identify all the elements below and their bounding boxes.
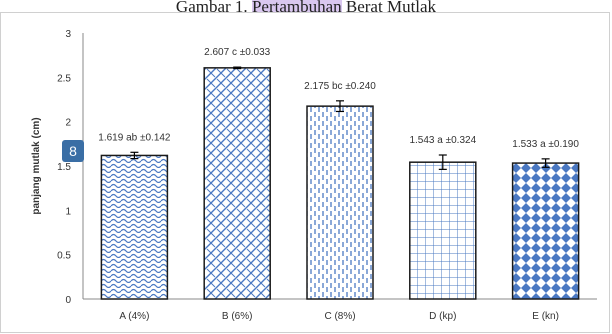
y-tick-label: 1 [65, 206, 71, 217]
plot-area: 0 0.5 1 1.5 2 2.5 3 panjang mutlak (cm) 1.619 ab… [31, 29, 597, 322]
data-label-2: 2.175 bc ±0.240 [304, 81, 376, 92]
y-tick-label: 2 [65, 118, 71, 129]
data-label-0: 1.619 ab ±0.142 [98, 132, 171, 143]
bar-chart: 0 0.5 1 1.5 2 2.5 3 panjang mutlak (cm) 1.619 ab… [31, 29, 597, 322]
bar-2 [306, 105, 374, 300]
y-tick-label: 3 [65, 29, 71, 40]
x-tick-label-3: D (kp) [429, 311, 456, 322]
caption-prefix: Gambar 1. [175, 0, 252, 16]
data-label-1: 2.607 c ±0.033 [204, 47, 271, 58]
figure-number-badge: 8 [62, 140, 84, 162]
y-tick-label: 1.5 [57, 162, 71, 173]
x-tick-label-1: B (6%) [222, 311, 253, 322]
bar-3 [409, 161, 477, 300]
x-tick-label-2: C (8%) [324, 311, 355, 322]
y-tick-label: 2.5 [57, 73, 71, 84]
bar-0 [100, 154, 169, 300]
y-tick-label: 0 [65, 295, 71, 306]
data-label-4: 1.533 a ±0.190 [512, 139, 579, 150]
x-tick-label-0: A (4%) [119, 311, 149, 322]
caption-suffix: Berat Mutlak [341, 0, 437, 16]
x-tick-label-4: E (kn) [532, 311, 559, 322]
bar-4 [511, 162, 580, 300]
bar-1 [203, 67, 271, 300]
data-label-3: 1.543 a ±0.324 [409, 135, 476, 146]
y-tick-label: 0.5 [57, 251, 71, 262]
y-axis-label: panjang mutlak (cm) [31, 117, 42, 214]
chart-frame: 0 0.5 1 1.5 2 2.5 3 panjang mutlak (cm) 1.619 ab… [0, 12, 610, 333]
